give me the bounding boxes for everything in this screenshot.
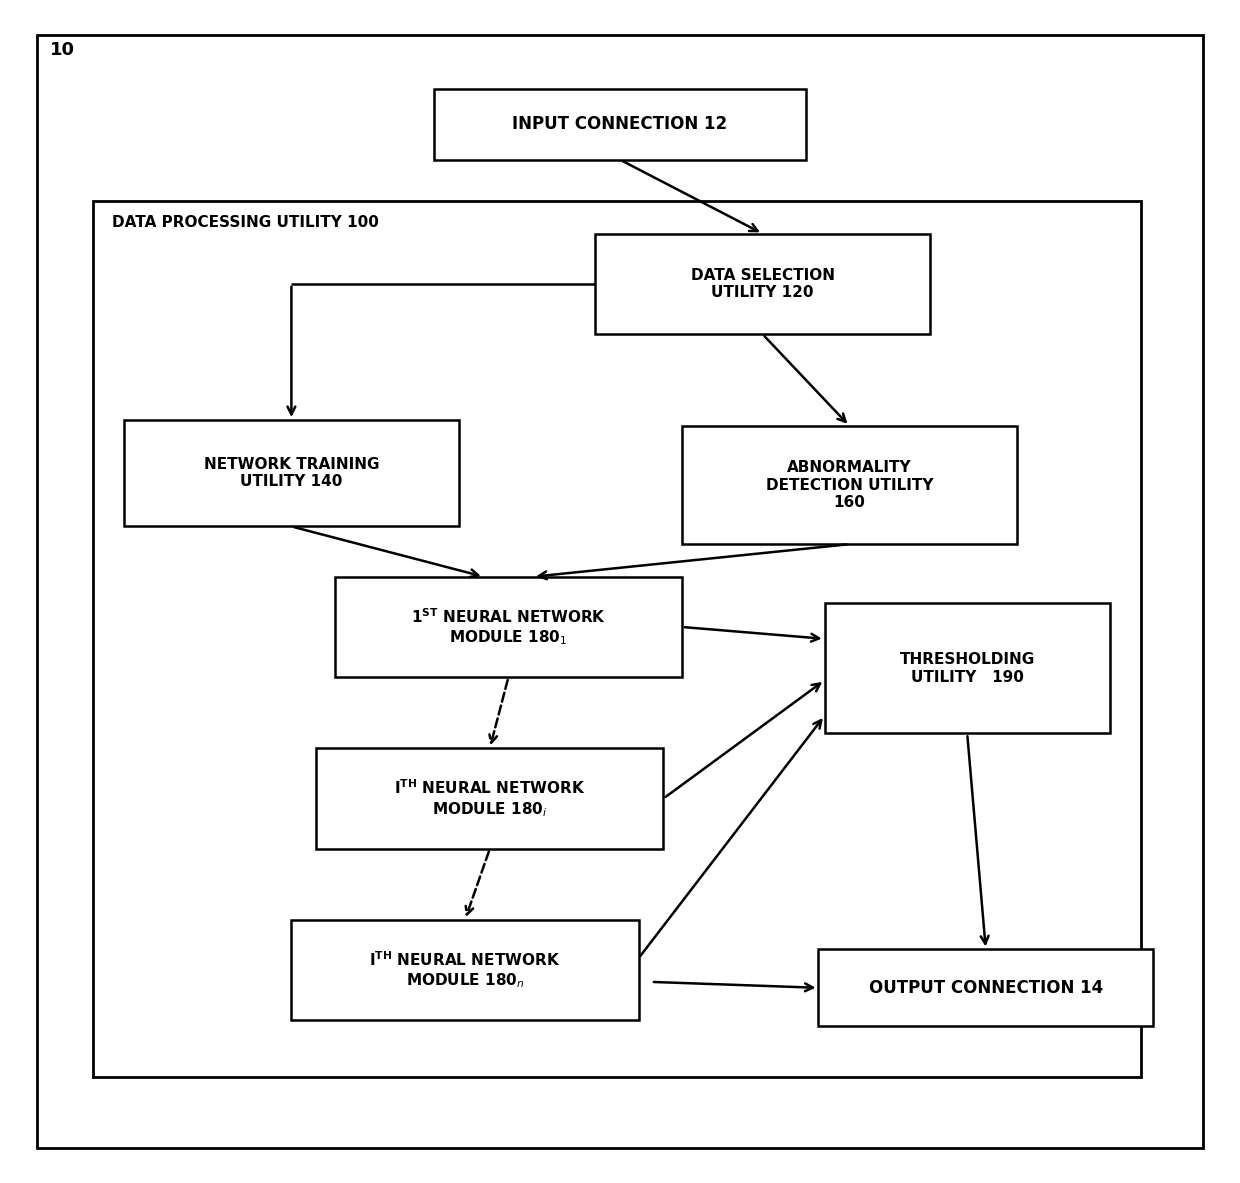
FancyBboxPatch shape: [93, 201, 1141, 1077]
Text: INPUT CONNECTION 12: INPUT CONNECTION 12: [512, 115, 728, 134]
Text: DATA PROCESSING UTILITY 100: DATA PROCESSING UTILITY 100: [112, 215, 378, 231]
Text: THRESHOLDING
UTILITY   190: THRESHOLDING UTILITY 190: [899, 652, 1035, 685]
FancyBboxPatch shape: [316, 748, 663, 849]
FancyBboxPatch shape: [291, 920, 639, 1020]
FancyBboxPatch shape: [124, 420, 459, 526]
FancyBboxPatch shape: [37, 35, 1203, 1148]
Text: I$^{\mathbf{TH}}$ NEURAL NETWORK
MODULE 180$_n$: I$^{\mathbf{TH}}$ NEURAL NETWORK MODULE …: [370, 950, 560, 990]
FancyBboxPatch shape: [335, 577, 682, 677]
Text: ABNORMALITY
DETECTION UTILITY
160: ABNORMALITY DETECTION UTILITY 160: [765, 460, 934, 510]
Text: I$^{\mathbf{TH}}$ NEURAL NETWORK
MODULE 180$_i$: I$^{\mathbf{TH}}$ NEURAL NETWORK MODULE …: [394, 778, 585, 819]
FancyBboxPatch shape: [595, 234, 930, 335]
Text: OUTPUT CONNECTION 14: OUTPUT CONNECTION 14: [869, 978, 1102, 997]
FancyBboxPatch shape: [825, 603, 1110, 733]
Text: 10: 10: [50, 41, 74, 59]
FancyBboxPatch shape: [818, 949, 1153, 1026]
Text: DATA SELECTION
UTILITY 120: DATA SELECTION UTILITY 120: [691, 267, 835, 300]
FancyBboxPatch shape: [434, 89, 806, 160]
Text: 1$^{\mathbf{ST}}$ NEURAL NETWORK
MODULE 180$_1$: 1$^{\mathbf{ST}}$ NEURAL NETWORK MODULE …: [410, 607, 606, 647]
FancyBboxPatch shape: [682, 426, 1017, 544]
Text: NETWORK TRAINING
UTILITY 140: NETWORK TRAINING UTILITY 140: [203, 457, 379, 490]
